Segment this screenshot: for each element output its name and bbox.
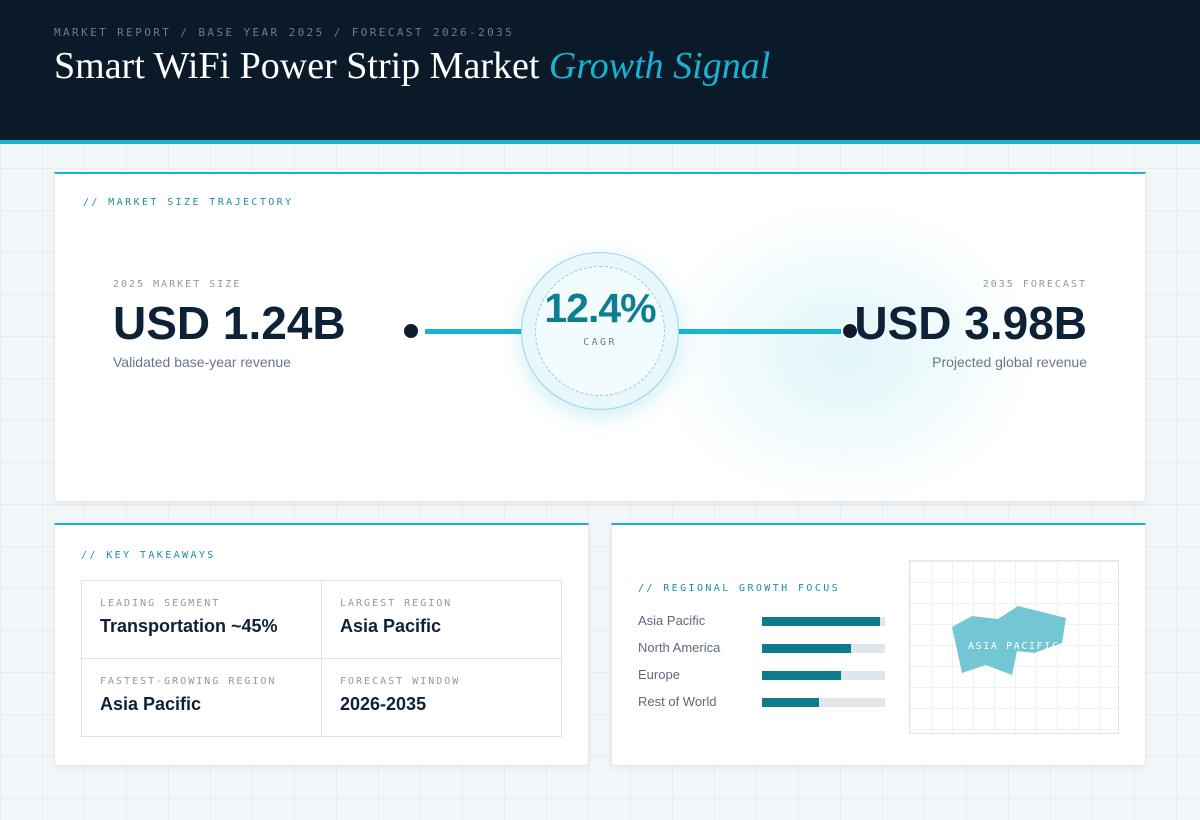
start-caption: Validated base-year revenue xyxy=(113,354,291,370)
takeaway-label: LEADING SEGMENT xyxy=(100,598,221,609)
end-label: 2035 FORECAST xyxy=(982,279,1087,290)
takeaways-section-label: // KEY TAKEAWAYS xyxy=(81,550,216,561)
title-main: Smart WiFi Power Strip Market xyxy=(54,45,540,87)
start-dot xyxy=(402,322,420,340)
region-bar-row: Europe xyxy=(638,666,888,684)
region-bar-track xyxy=(762,698,885,707)
asia-pacific-map-shape xyxy=(952,606,1066,675)
end-value: USD 3.98B xyxy=(854,297,1087,349)
end-dot xyxy=(841,322,859,340)
trajectory-section-label: // MARKET SIZE TRAJECTORY xyxy=(83,197,294,208)
regional-section-label: // REGIONAL GROWTH FOCUS xyxy=(638,583,841,594)
region-bar-fill xyxy=(762,644,851,653)
takeaway-value: Asia Pacific xyxy=(100,694,202,714)
region-bar-row: Rest of World xyxy=(638,693,888,711)
region-bar-fill xyxy=(762,617,881,626)
key-takeaways-card: // KEY TAKEAWAYS LEADING SEGMENT Transpo… xyxy=(54,523,589,766)
header-accent-rule xyxy=(0,140,1200,144)
region-bar-fill xyxy=(762,671,841,680)
takeaway-forecast-window: FORECAST WINDOW 2026-2035 xyxy=(322,659,562,737)
region-bar-track xyxy=(762,617,885,626)
page-title: Smart WiFi Power Strip Market Growth Sig… xyxy=(54,44,770,88)
cagr-value: 12.4% xyxy=(544,285,656,331)
start-value: USD 1.24B xyxy=(113,297,346,349)
region-bar-fill xyxy=(762,698,819,707)
takeaway-label: LARGEST REGION xyxy=(340,598,453,609)
region-bar-track xyxy=(762,671,885,680)
cagr-badge: 12.4% CAGR xyxy=(521,252,679,410)
takeaways-grid: LEADING SEGMENT Transportation ~45% LARG… xyxy=(81,580,562,737)
region-name: Europe xyxy=(638,667,680,682)
regional-growth-card: // REGIONAL GROWTH FOCUS Asia Pacific No… xyxy=(611,523,1146,766)
cagr-label: CAGR xyxy=(583,337,617,348)
region-name: North America xyxy=(638,640,721,655)
region-name: Rest of World xyxy=(638,694,717,709)
report-header: MARKET REPORT / BASE YEAR 2025 / FORECAS… xyxy=(0,0,1200,140)
region-bar-row: Asia Pacific xyxy=(638,612,888,630)
start-label: 2025 MARKET SIZE xyxy=(113,279,242,290)
cagr-inner-ring xyxy=(535,266,665,396)
region-name: Asia Pacific xyxy=(638,613,706,628)
takeaway-value: Transportation ~45% xyxy=(100,616,278,636)
takeaway-value: Asia Pacific xyxy=(340,616,442,636)
forecast-glow xyxy=(655,204,1035,501)
region-bar-track xyxy=(762,644,885,653)
takeaway-label: FASTEST-GROWING REGION xyxy=(100,676,277,687)
report-eyebrow: MARKET REPORT / BASE YEAR 2025 / FORECAS… xyxy=(54,26,515,39)
takeaway-leading-segment: LEADING SEGMENT Transportation ~45% xyxy=(82,581,322,659)
region-bar-row: North America xyxy=(638,639,888,657)
takeaway-value: 2026-2035 xyxy=(340,694,427,714)
market-size-card: // MARKET SIZE TRAJECTORY 2025 MARKET SI… xyxy=(54,172,1146,502)
map-region-label: ASIA PACIFIC xyxy=(968,641,1060,652)
region-map: ASIA PACIFIC xyxy=(909,560,1119,734)
takeaway-label: FORECAST WINDOW xyxy=(340,676,461,687)
takeaway-fastest-growing-region: FASTEST-GROWING REGION Asia Pacific xyxy=(82,659,322,737)
takeaway-largest-region: LARGEST REGION Asia Pacific xyxy=(322,581,562,659)
end-caption: Projected global revenue xyxy=(932,354,1087,370)
title-accent: Growth Signal xyxy=(548,45,771,87)
